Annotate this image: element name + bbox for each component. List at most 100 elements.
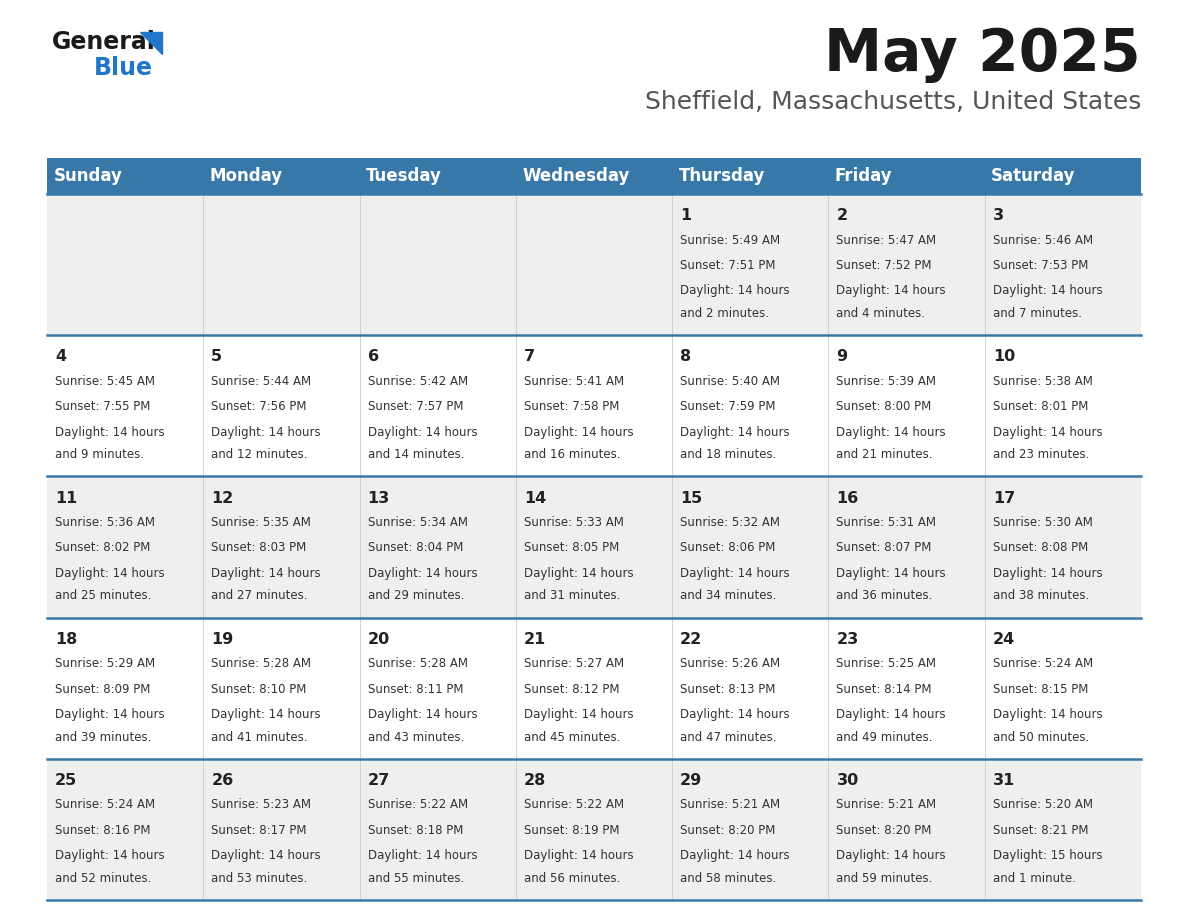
Text: Daylight: 14 hours: Daylight: 14 hours [836, 849, 946, 862]
Text: Sunset: 7:58 PM: Sunset: 7:58 PM [524, 400, 619, 413]
Text: Sunrise: 5:28 AM: Sunrise: 5:28 AM [211, 657, 311, 670]
Text: and 4 minutes.: and 4 minutes. [836, 307, 925, 320]
Text: Sunrise: 5:39 AM: Sunrise: 5:39 AM [836, 375, 936, 387]
Text: Wednesday: Wednesday [522, 167, 630, 185]
Text: Blue: Blue [94, 56, 153, 80]
Text: 22: 22 [681, 632, 702, 646]
Text: and 34 minutes.: and 34 minutes. [681, 589, 777, 602]
Text: and 55 minutes.: and 55 minutes. [367, 872, 463, 885]
Text: General: General [52, 30, 156, 54]
Text: Sunset: 8:21 PM: Sunset: 8:21 PM [993, 823, 1088, 836]
Text: Tuesday: Tuesday [366, 167, 442, 185]
Text: Sunset: 8:05 PM: Sunset: 8:05 PM [524, 542, 619, 554]
Text: 1: 1 [681, 208, 691, 223]
Text: Sunset: 8:09 PM: Sunset: 8:09 PM [55, 683, 151, 696]
Text: Daylight: 14 hours: Daylight: 14 hours [524, 708, 633, 721]
Bar [48, 158, 1140, 194]
Text: and 50 minutes.: and 50 minutes. [993, 731, 1089, 744]
Text: Sunset: 7:55 PM: Sunset: 7:55 PM [55, 400, 151, 413]
Text: Sunrise: 5:38 AM: Sunrise: 5:38 AM [993, 375, 1093, 387]
Text: Daylight: 14 hours: Daylight: 14 hours [211, 708, 321, 721]
Text: Sunrise: 5:24 AM: Sunrise: 5:24 AM [55, 799, 156, 812]
Text: Sunrise: 5:21 AM: Sunrise: 5:21 AM [681, 799, 781, 812]
Text: Sunrise: 5:47 AM: Sunrise: 5:47 AM [836, 233, 936, 247]
Text: Daylight: 14 hours: Daylight: 14 hours [681, 708, 790, 721]
Text: 29: 29 [681, 773, 702, 788]
Text: 24: 24 [993, 632, 1015, 646]
Text: Sunrise: 5:24 AM: Sunrise: 5:24 AM [993, 657, 1093, 670]
Text: 5: 5 [211, 350, 222, 364]
Text: Sunrise: 5:46 AM: Sunrise: 5:46 AM [993, 233, 1093, 247]
Text: and 41 minutes.: and 41 minutes. [211, 731, 308, 744]
Text: Sunrise: 5:33 AM: Sunrise: 5:33 AM [524, 516, 624, 529]
Text: Sunrise: 5:26 AM: Sunrise: 5:26 AM [681, 657, 781, 670]
Text: 7: 7 [524, 350, 535, 364]
Polygon shape [140, 32, 162, 54]
Text: and 9 minutes.: and 9 minutes. [55, 448, 144, 461]
Text: Sunset: 8:13 PM: Sunset: 8:13 PM [681, 683, 776, 696]
Text: and 53 minutes.: and 53 minutes. [211, 872, 308, 885]
Text: Sunset: 7:53 PM: Sunset: 7:53 PM [993, 259, 1088, 272]
Text: Sunset: 7:59 PM: Sunset: 7:59 PM [681, 400, 776, 413]
Text: and 29 minutes.: and 29 minutes. [367, 589, 465, 602]
Bar [48, 335, 1140, 476]
Text: Sunset: 8:03 PM: Sunset: 8:03 PM [211, 542, 307, 554]
Text: Daylight: 14 hours: Daylight: 14 hours [55, 708, 165, 721]
Text: Sunset: 8:07 PM: Sunset: 8:07 PM [836, 542, 931, 554]
Text: Daylight: 14 hours: Daylight: 14 hours [993, 285, 1102, 297]
Text: Sunrise: 5:34 AM: Sunrise: 5:34 AM [367, 516, 468, 529]
Text: Sunrise: 5:31 AM: Sunrise: 5:31 AM [836, 516, 936, 529]
Text: Sunset: 8:16 PM: Sunset: 8:16 PM [55, 823, 151, 836]
Text: Daylight: 14 hours: Daylight: 14 hours [681, 285, 790, 297]
Text: Sunrise: 5:40 AM: Sunrise: 5:40 AM [681, 375, 781, 387]
Text: Daylight: 14 hours: Daylight: 14 hours [836, 708, 946, 721]
Text: Sunset: 8:14 PM: Sunset: 8:14 PM [836, 683, 931, 696]
Text: and 27 minutes.: and 27 minutes. [211, 589, 308, 602]
Text: and 18 minutes.: and 18 minutes. [681, 448, 777, 461]
Text: Daylight: 14 hours: Daylight: 14 hours [367, 849, 478, 862]
Text: and 58 minutes.: and 58 minutes. [681, 872, 777, 885]
Text: Daylight: 14 hours: Daylight: 14 hours [524, 566, 633, 580]
Text: Daylight: 14 hours: Daylight: 14 hours [55, 426, 165, 439]
Text: Sunset: 8:12 PM: Sunset: 8:12 PM [524, 683, 619, 696]
Text: Daylight: 14 hours: Daylight: 14 hours [55, 849, 165, 862]
Text: Daylight: 14 hours: Daylight: 14 hours [681, 849, 790, 862]
Text: Sunrise: 5:25 AM: Sunrise: 5:25 AM [836, 657, 936, 670]
Text: Sunrise: 5:29 AM: Sunrise: 5:29 AM [55, 657, 156, 670]
Text: and 7 minutes.: and 7 minutes. [993, 307, 1082, 320]
Text: 9: 9 [836, 350, 847, 364]
Text: Sunrise: 5:42 AM: Sunrise: 5:42 AM [367, 375, 468, 387]
Text: Daylight: 14 hours: Daylight: 14 hours [681, 566, 790, 580]
Text: 19: 19 [211, 632, 234, 646]
Text: 26: 26 [211, 773, 234, 788]
Text: Sunset: 8:20 PM: Sunset: 8:20 PM [836, 823, 931, 836]
Text: and 25 minutes.: and 25 minutes. [55, 589, 151, 602]
Text: Sunset: 8:19 PM: Sunset: 8:19 PM [524, 823, 619, 836]
Text: and 16 minutes.: and 16 minutes. [524, 448, 620, 461]
Text: 2: 2 [836, 208, 847, 223]
Text: Daylight: 14 hours: Daylight: 14 hours [681, 426, 790, 439]
Text: Sunrise: 5:22 AM: Sunrise: 5:22 AM [367, 799, 468, 812]
Text: Daylight: 14 hours: Daylight: 14 hours [836, 285, 946, 297]
Text: Sunset: 8:02 PM: Sunset: 8:02 PM [55, 542, 151, 554]
Text: 28: 28 [524, 773, 546, 788]
Text: and 47 minutes.: and 47 minutes. [681, 731, 777, 744]
Text: Sunset: 8:20 PM: Sunset: 8:20 PM [681, 823, 776, 836]
Text: Sunset: 8:06 PM: Sunset: 8:06 PM [681, 542, 776, 554]
Text: 23: 23 [836, 632, 859, 646]
Text: and 45 minutes.: and 45 minutes. [524, 731, 620, 744]
Text: Sunset: 8:15 PM: Sunset: 8:15 PM [993, 683, 1088, 696]
Text: Sunrise: 5:35 AM: Sunrise: 5:35 AM [211, 516, 311, 529]
Text: 18: 18 [55, 632, 77, 646]
Text: and 38 minutes.: and 38 minutes. [993, 589, 1089, 602]
Text: and 49 minutes.: and 49 minutes. [836, 731, 933, 744]
Text: 16: 16 [836, 490, 859, 506]
Text: Sunday: Sunday [53, 167, 122, 185]
Text: Sunrise: 5:41 AM: Sunrise: 5:41 AM [524, 375, 624, 387]
Text: Sunset: 7:57 PM: Sunset: 7:57 PM [367, 400, 463, 413]
Text: Sheffield, Massachusetts, United States: Sheffield, Massachusetts, United States [645, 90, 1140, 114]
Text: Sunrise: 5:22 AM: Sunrise: 5:22 AM [524, 799, 624, 812]
Text: Sunrise: 5:27 AM: Sunrise: 5:27 AM [524, 657, 624, 670]
Text: Sunset: 8:11 PM: Sunset: 8:11 PM [367, 683, 463, 696]
Text: Daylight: 14 hours: Daylight: 14 hours [993, 426, 1102, 439]
